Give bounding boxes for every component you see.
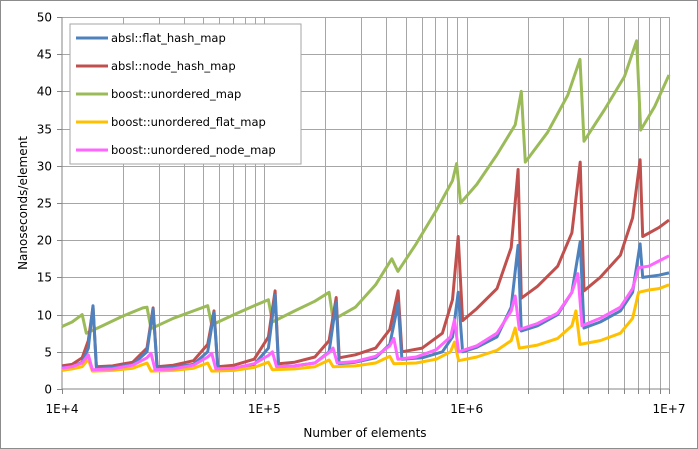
- x-tick-label: 1E+5: [248, 402, 281, 416]
- y-tick-label: 40: [37, 85, 52, 99]
- y-tick-label: 35: [37, 123, 52, 137]
- y-axis-ticks: 0 5 10 15 20 25 30 35 40 45 50: [37, 11, 62, 397]
- x-axis-title: Number of elements: [303, 426, 426, 440]
- x-axis-ticks: 1E+4 1E+5 1E+6 1E+7: [46, 389, 686, 416]
- y-tick-label: 5: [44, 346, 52, 360]
- legend-item: absl::flat_hash_map: [76, 31, 226, 45]
- legend: absl::flat_hash_mapabsl::node_hash_mapbo…: [69, 23, 302, 165]
- series-line: [61, 39, 671, 335]
- legend-item: absl::node_hash_map: [76, 59, 236, 73]
- series-line: [61, 254, 670, 372]
- legend-label: boost::unordered_flat_map: [111, 115, 266, 129]
- legend-label: absl::flat_hash_map: [111, 31, 226, 45]
- y-axis-title: Nanoseconds/element: [16, 136, 30, 270]
- x-tick-label: 1E+4: [46, 402, 79, 416]
- y-tick-label: 15: [37, 271, 52, 285]
- legend-label: boost::unordered_node_map: [111, 143, 276, 157]
- legend-item: boost::unordered_flat_map: [76, 115, 266, 129]
- legend-item: boost::unordered_map: [76, 87, 241, 101]
- series-line: [61, 283, 670, 373]
- legend-item: boost::unordered_node_map: [76, 143, 276, 157]
- y-tick-label: 10: [37, 309, 52, 323]
- y-tick-label: 25: [37, 197, 52, 211]
- y-tick-label: 0: [44, 383, 52, 397]
- x-tick-label: 1E+6: [450, 402, 483, 416]
- y-tick-label: 45: [37, 48, 52, 62]
- y-tick-label: 30: [37, 160, 52, 174]
- y-tick-label: 20: [37, 234, 52, 248]
- legend-label: absl::node_hash_map: [111, 59, 236, 73]
- y-tick-label: 50: [37, 11, 52, 25]
- x-tick-label: 1E+7: [653, 402, 686, 416]
- legend-label: boost::unordered_map: [111, 87, 241, 101]
- data-series: [61, 39, 671, 373]
- series-line: [61, 240, 670, 371]
